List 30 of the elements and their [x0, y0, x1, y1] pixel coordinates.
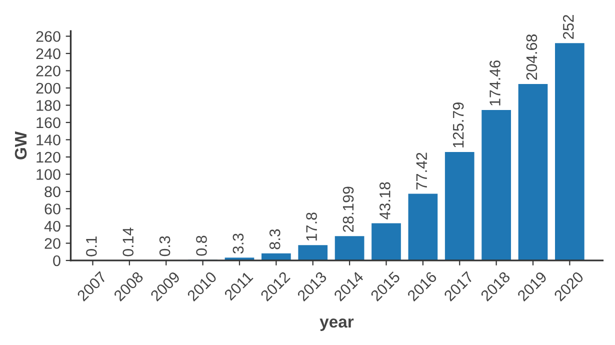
y-tick-label: 0: [53, 255, 60, 266]
y-axis-title: GW: [14, 131, 27, 160]
data-label: 125.79: [452, 102, 464, 148]
data-label: 0.8: [196, 236, 207, 256]
data-label: 17.8: [306, 212, 317, 241]
y-tick-label: 220: [36, 66, 60, 76]
data-label: 0.3: [159, 236, 170, 256]
y-tick-label: 40: [44, 220, 60, 232]
data-label: 8.3: [269, 229, 280, 250]
y-tick-label: 60: [44, 204, 60, 214]
y-tick-label: 20: [44, 238, 60, 249]
data-label: 43.18: [380, 182, 390, 220]
y-tick-label: 120: [36, 152, 60, 163]
y-tick-label: 260: [36, 31, 60, 42]
y-tick-label: 240: [36, 48, 60, 60]
data-label: 0.1: [86, 236, 97, 256]
data-label: 204.68: [526, 34, 538, 80]
y-tick-label: 180: [36, 100, 60, 111]
x-axis-title: year: [320, 318, 354, 331]
data-label: 252: [562, 14, 574, 39]
data-label: 0.14: [122, 228, 134, 256]
data-label: 174.46: [490, 60, 500, 106]
y-tick-label: 200: [36, 82, 60, 94]
data-label: 77.42: [416, 152, 427, 190]
data-label: 28.199: [342, 186, 354, 232]
y-tick-label: 100: [36, 169, 60, 180]
y-tick-label: 160: [36, 117, 60, 128]
y-tick-label: 80: [44, 186, 60, 198]
y-tick-label: 140: [36, 134, 60, 146]
data-label: 3.3: [232, 234, 244, 254]
